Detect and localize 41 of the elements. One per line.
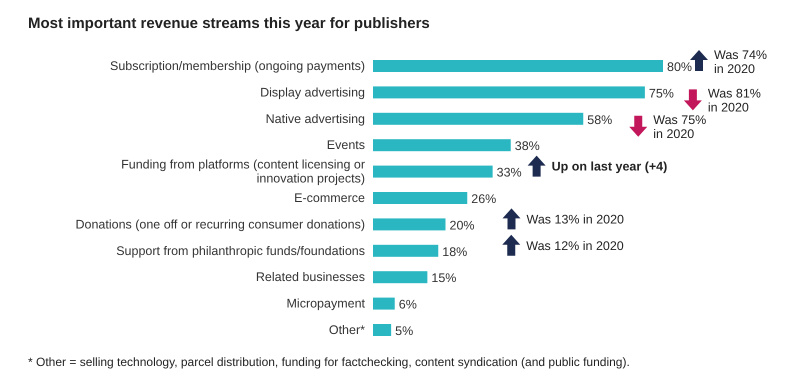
text: Was 81% in 2020 bbox=[708, 86, 761, 114]
y-tick-label: Related businesses bbox=[256, 270, 365, 284]
data-label: 15% bbox=[431, 271, 456, 286]
y-tick-label: E-commerce bbox=[294, 191, 366, 205]
y-tick-label: Support from philanthropic funds/foundations bbox=[116, 244, 365, 258]
data-label: 38% bbox=[514, 139, 540, 154]
annotation: Up on last year (+4) bbox=[552, 160, 668, 174]
y-tick-label: Events bbox=[326, 138, 365, 152]
y-tick-label: Native advertising bbox=[266, 112, 366, 126]
bar bbox=[373, 324, 392, 336]
annotation: Was 13% in 2020 bbox=[526, 212, 624, 226]
data-label: 33% bbox=[496, 166, 522, 180]
bar bbox=[373, 60, 663, 72]
y-tick-label: Micropayment bbox=[286, 296, 366, 311]
bar bbox=[373, 192, 468, 204]
y-tick-label: Funding from platforms (content licensing or innovation projects) bbox=[121, 158, 365, 186]
y-tick-label: Donations (one off or recurring consumer donations) bbox=[75, 217, 365, 232]
y-tick-label: Other* bbox=[328, 323, 366, 337]
data-label: 5% bbox=[395, 324, 414, 338]
bar bbox=[373, 166, 493, 178]
annotation: Was 75% in 2020 bbox=[653, 112, 706, 141]
bar bbox=[373, 298, 395, 310]
annotation: Was 12% in 2020 bbox=[526, 238, 624, 253]
bar bbox=[373, 139, 511, 152]
bar bbox=[373, 271, 428, 284]
data-label: 75% bbox=[648, 86, 674, 100]
data-label: 20% bbox=[450, 218, 475, 232]
y-tick-label: Display advertising bbox=[260, 85, 366, 100]
bar bbox=[373, 244, 438, 257]
bar bbox=[373, 218, 446, 230]
y-tick-label: Subscription/membership (ongoing payments) bbox=[110, 59, 365, 73]
data-label: 26% bbox=[471, 192, 496, 206]
text: * Other = selling technology, parcel distribution, funding for factchecking, content syndication (and public funding). bbox=[28, 355, 630, 369]
data-label: 58% bbox=[587, 112, 612, 127]
text: Was 74% in 2020 bbox=[714, 48, 768, 76]
text: Most important revenue streams this year for publishers bbox=[28, 15, 430, 32]
data-label: 6% bbox=[398, 298, 417, 312]
data-label: 18% bbox=[442, 244, 468, 259]
bar bbox=[373, 112, 584, 125]
data-label: 80% bbox=[667, 60, 692, 74]
bar bbox=[373, 86, 645, 98]
